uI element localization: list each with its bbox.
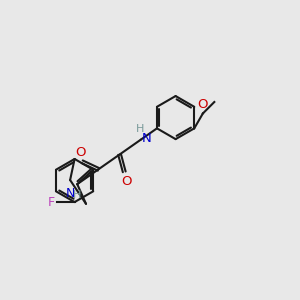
Text: N: N (65, 187, 75, 200)
Text: H: H (136, 124, 144, 134)
Text: H: H (72, 190, 81, 200)
Text: O: O (198, 98, 208, 111)
Text: F: F (47, 196, 55, 208)
Text: O: O (121, 175, 131, 188)
Text: N: N (142, 132, 152, 145)
Text: O: O (75, 146, 86, 159)
